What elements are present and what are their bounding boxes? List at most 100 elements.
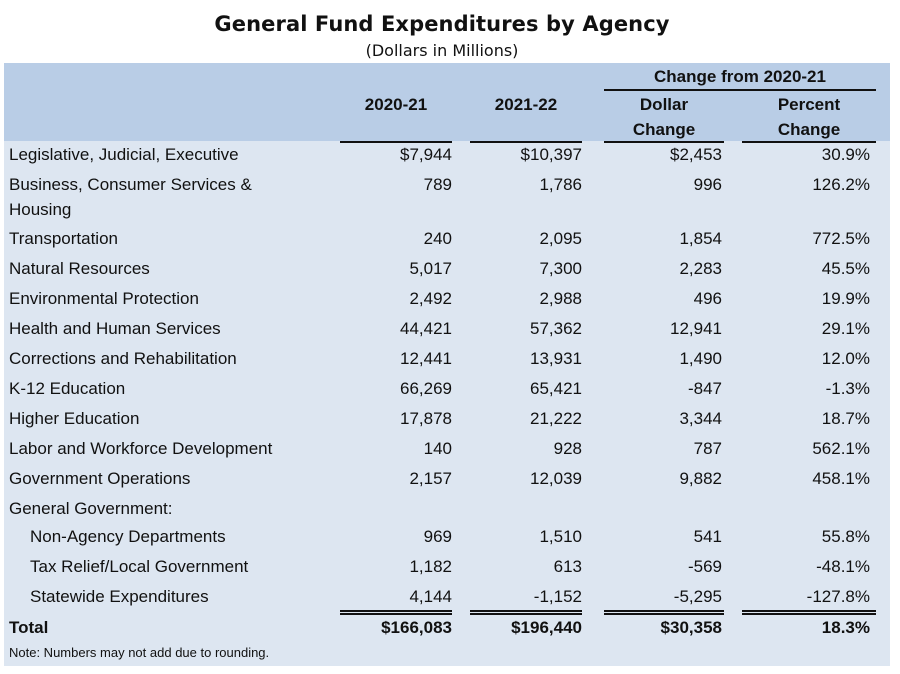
total-percent-change: 18.3% [821,618,870,637]
row-label: Health and Human Services [9,319,221,338]
row-label: Corrections and Rehabilitation [9,349,237,368]
cell-2020-21: 240 [423,229,452,248]
cell-dollar-change: 541 [693,527,722,546]
cell-dollar-change: -847 [687,379,722,398]
total-rule-col1-bottom [340,613,452,615]
row-label: Legislative, Judicial, Executive [9,145,239,164]
cell-2021-22: 13,931 [530,349,582,368]
cell-2021-22: 928 [553,439,582,458]
table-row: Corrections and Rehabilitation 12,441 13… [0,346,900,372]
header-2021-22: 2021-22 [494,95,558,114]
cell-2021-22: 613 [553,557,582,576]
row-label-line2: Housing [9,200,72,219]
cell-2021-22: 65,421 [530,379,582,398]
total-rule-col2-bottom [470,613,582,615]
cell-percent-change: 458.1% [812,469,870,488]
cell-percent-change: 19.9% [821,289,870,308]
table-row: Government Operations 2,157 12,039 9,882… [0,466,900,492]
cell-2020-21: 1,182 [409,557,452,576]
total-rule-col4-top [742,610,876,612]
row-label: Tax Relief/Local Government [30,557,249,576]
row-label: Environmental Protection [9,289,199,308]
cell-percent-change: -48.1% [816,557,870,576]
row-label: Statewide Expenditures [30,587,209,606]
cell-dollar-change: 2,283 [679,259,722,278]
cell-percent-change: 29.1% [821,319,870,338]
cell-2020-21: 2,492 [409,289,452,308]
row-label: Labor and Workforce Development [9,439,273,458]
footnote: Note: Numbers may not add due to roundin… [9,645,270,660]
header-change-group: Change from 2020-21 [654,67,826,86]
total-rule-col1-top [340,610,452,612]
header-dollar-line2: Change [632,120,696,139]
total-2021-22: $196,440 [511,618,582,637]
cell-2020-21: 4,144 [409,587,452,606]
cell-2021-22: 21,222 [530,409,582,428]
table-row: Transportation 240 2,095 1,854 772.5% [0,226,900,252]
table-row: Environmental Protection 2,492 2,988 496… [0,286,900,312]
row-label: Transportation [9,229,118,248]
table-row: Legislative, Judicial, Executive $7,944 … [0,142,900,168]
cell-percent-change: 30.9% [821,145,870,164]
table-row: Business, Consumer Services & 789 1,786 … [0,172,900,198]
cell-dollar-change: 9,882 [679,469,722,488]
cell-dollar-change: 1,490 [679,349,722,368]
header-percent-line1: Percent [777,95,841,114]
cell-2021-22: 1,510 [539,527,582,546]
row-label: Government Operations [9,469,191,488]
cell-dollar-change: 496 [693,289,722,308]
row-label: Non-Agency Departments [30,527,226,546]
cell-2020-21: 789 [423,175,452,194]
cell-dollar-change: -569 [687,557,722,576]
cell-percent-change: 772.5% [812,229,870,248]
cell-2021-22: 2,095 [539,229,582,248]
table-panel [4,63,890,666]
total-rule-col2-top [470,610,582,612]
table-row: Tax Relief/Local Government 1,182 613 -5… [0,554,900,580]
cell-dollar-change: $2,453 [670,145,722,164]
table-row: Natural Resources 5,017 7,300 2,283 45.5… [0,256,900,282]
cell-dollar-change: 1,854 [679,229,722,248]
cell-percent-change: -1.3% [825,379,870,398]
cell-2020-21: 17,878 [400,409,452,428]
total-2020-21: $166,083 [381,618,452,637]
cell-2021-22: 7,300 [539,259,582,278]
cell-dollar-change: 996 [693,175,722,194]
table-row: K-12 Education 66,269 65,421 -847 -1.3% [0,376,900,402]
table-row: Labor and Workforce Development 140 928 … [0,436,900,462]
table-row: Health and Human Services 44,421 57,362 … [0,316,900,342]
header-2020-21: 2020-21 [364,95,428,114]
table-title: General Fund Expenditures by Agency [214,12,670,36]
cell-2020-21: 44,421 [400,319,452,338]
row-label: Higher Education [9,409,140,428]
cell-percent-change: 12.0% [821,349,870,368]
total-rule-col4-bottom [742,613,876,615]
cell-percent-change: 55.8% [821,527,870,546]
cell-2021-22: 12,039 [530,469,582,488]
cell-2021-22: 1,786 [539,175,582,194]
cell-2020-21: 140 [423,439,452,458]
header-rule-col4 [742,141,876,143]
cell-percent-change: -127.8% [806,587,870,606]
table-row-group-heading: General Government: [0,496,900,522]
cell-2020-21: $7,944 [400,145,452,164]
cell-dollar-change: 3,344 [679,409,722,428]
header-rule-col2 [470,141,582,143]
cell-dollar-change: 12,941 [670,319,722,338]
cell-2021-22: 2,988 [539,289,582,308]
cell-percent-change: 126.2% [812,175,870,194]
total-rule-col3-top [604,610,724,612]
total-dollar-change: $30,358 [660,618,722,637]
cell-2021-22: $10,397 [520,145,582,164]
header-group-rule [604,89,876,91]
row-label: K-12 Education [9,379,126,398]
cell-dollar-change: -5,295 [673,587,722,606]
cell-2020-21: 969 [423,527,452,546]
cell-2021-22: 57,362 [530,319,582,338]
cell-2020-21: 5,017 [409,259,452,278]
cell-dollar-change: 787 [693,439,722,458]
row-label: Business, Consumer Services & [9,175,252,194]
total-rule-col3-bottom [604,613,724,615]
header-rule-col1 [340,141,452,143]
header-percent-line2: Change [777,120,841,139]
